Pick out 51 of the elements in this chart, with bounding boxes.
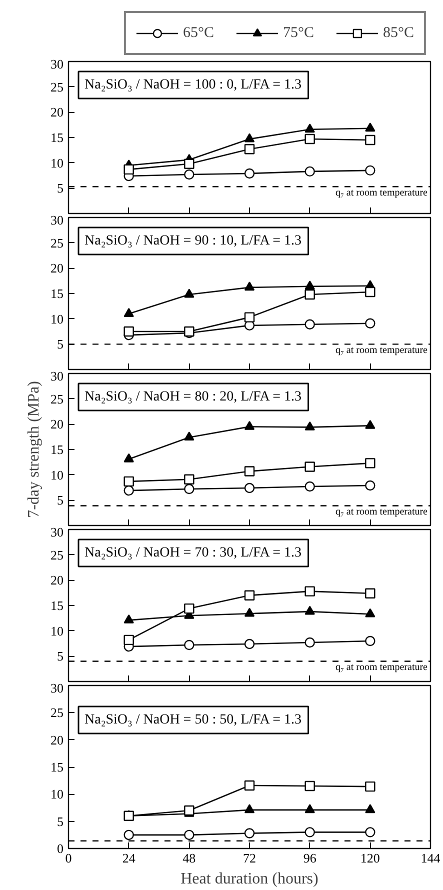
legend-label: 85°C [382,24,414,42]
y-tick-label: 20 [50,260,64,276]
y-tick-label: 15 [50,286,64,301]
ref-line-label: q₇ at room temperature [335,188,428,199]
y-tick-label: 30 [50,524,64,540]
y-tick-label: 30 [50,212,64,228]
x-tick-label: 144 [420,850,441,866]
x-axis-title: Heat duration (hours) [180,870,318,888]
legend-label: 75°C [282,24,314,42]
x-tick-label: 96 [303,850,317,866]
x-tick-label: 24 [122,850,136,866]
y-tick-label: 20 [50,732,64,748]
annotation: Na₂SiO₃ / NaOH = 70 : 30, L/FA = 1.3 [84,546,302,560]
annotation: Na₂SiO₃ / NaOH = 90 : 10, L/FA = 1.3 [84,234,302,248]
y-tick-label: 30 [50,56,64,72]
x-tick-label: 48 [182,850,196,866]
legend-label: 65°C [182,24,214,42]
y-tick-label: 5 [57,648,64,664]
y-tick-label: 15 [50,130,64,145]
y-tick-label: 10 [50,155,64,170]
y-axis-title: 7-day strength (MPa) [26,381,42,518]
annotation: Na₂SiO₃ / NaOH = 50 : 50, L/FA = 1.3 [84,712,302,728]
y-tick-label: 0 [57,841,64,856]
y-tick-label: 20 [50,572,64,588]
ref-line-label: q₇ at room temperature [335,345,428,356]
y-tick-label: 5 [57,180,64,196]
y-tick-label: 5 [57,814,64,829]
x-tick-label: 72 [243,850,256,866]
y-tick-label: 5 [57,336,64,352]
y-tick-label: 20 [50,104,64,120]
y-tick-label: 25 [50,391,64,406]
y-tick-label: 25 [50,547,64,562]
y-tick-label: 10 [50,467,64,482]
y-tick-label: 25 [50,705,64,720]
x-tick-label: 120 [360,850,380,866]
y-tick-label: 20 [50,416,64,432]
y-tick-label: 25 [50,79,64,94]
y-tick-label: 30 [50,368,64,384]
annotation: Na₂SiO₃ / NaOH = 100 : 0, L/FA = 1.3 [84,78,302,92]
y-tick-label: 15 [50,760,64,774]
y-tick-label: 10 [50,786,64,802]
ref-line-label: q₇ at room temperature [335,506,428,518]
y-tick-label: 5 [57,492,64,508]
y-tick-label: 15 [50,442,64,457]
y-tick-label: 10 [50,311,64,326]
y-tick-label: 15 [50,598,64,613]
annotation: Na₂SiO₃ / NaOH = 80 : 20, L/FA = 1.3 [84,390,302,404]
y-tick-label: 30 [50,680,64,696]
ref-line-label: q₇ at room temperature [335,662,428,674]
y-tick-label: 25 [50,235,64,250]
y-tick-label: 10 [50,623,64,638]
